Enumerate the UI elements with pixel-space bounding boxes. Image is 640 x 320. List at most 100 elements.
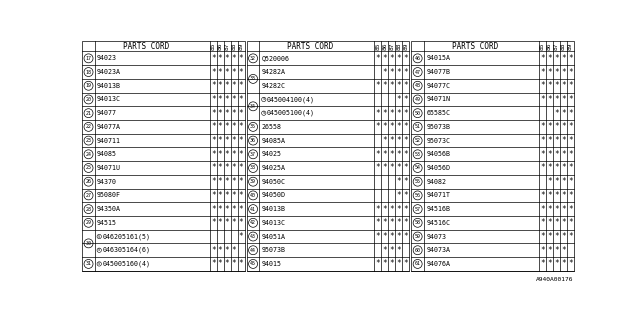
Text: *: *: [547, 164, 552, 172]
Text: *: *: [211, 122, 216, 132]
Text: 94516C: 94516C: [426, 220, 450, 226]
Text: *: *: [239, 260, 243, 268]
Text: 58: 58: [415, 220, 420, 225]
Text: 87: 87: [389, 42, 394, 50]
Text: 94056D: 94056D: [426, 165, 450, 171]
Text: 85: 85: [375, 42, 380, 50]
Text: *: *: [389, 164, 394, 172]
Text: *: *: [540, 136, 545, 145]
Text: S: S: [98, 235, 100, 238]
Text: *: *: [396, 95, 401, 104]
Text: 94015A: 94015A: [426, 55, 450, 61]
Text: *: *: [225, 109, 229, 118]
Text: 54: 54: [415, 165, 420, 171]
Text: *: *: [540, 122, 545, 132]
Text: 20: 20: [86, 97, 92, 102]
Text: *: *: [218, 81, 223, 90]
Text: *: *: [225, 95, 229, 104]
Text: *: *: [218, 136, 223, 145]
Text: 94056B: 94056B: [426, 151, 450, 157]
Text: *: *: [403, 164, 408, 172]
Text: *: *: [547, 81, 552, 90]
Text: *: *: [568, 191, 573, 200]
Text: *: *: [554, 54, 559, 63]
Text: *: *: [554, 95, 559, 104]
Text: *: *: [403, 68, 408, 76]
Text: *: *: [403, 136, 408, 145]
Text: 86: 86: [218, 42, 223, 50]
Text: *: *: [547, 232, 552, 241]
Text: *: *: [232, 95, 236, 104]
Text: 95073B: 95073B: [262, 247, 285, 253]
Text: 85: 85: [540, 42, 545, 50]
Text: *: *: [554, 232, 559, 241]
Text: *: *: [403, 95, 408, 104]
Text: *: *: [225, 218, 229, 227]
Text: *: *: [232, 260, 236, 268]
Text: 18: 18: [86, 69, 92, 75]
Text: 53: 53: [415, 152, 420, 157]
Text: 94370: 94370: [97, 179, 117, 185]
Text: *: *: [403, 54, 408, 63]
Text: 94025A: 94025A: [262, 165, 285, 171]
Text: 87: 87: [554, 42, 559, 50]
Text: *: *: [218, 191, 223, 200]
Text: *: *: [547, 246, 552, 255]
Text: *: *: [396, 136, 401, 145]
Text: *: *: [389, 260, 394, 268]
Text: *: *: [568, 122, 573, 132]
Text: 32: 32: [250, 56, 256, 61]
Text: 31: 31: [86, 261, 92, 267]
Text: 36: 36: [250, 138, 256, 143]
Text: *: *: [232, 54, 236, 63]
Text: *: *: [568, 204, 573, 214]
Text: *: *: [389, 81, 394, 90]
Text: 045005100(4): 045005100(4): [267, 110, 315, 116]
Text: 94077: 94077: [97, 110, 117, 116]
Text: 95073B: 95073B: [426, 124, 450, 130]
Text: *: *: [396, 204, 401, 214]
Text: *: *: [547, 177, 552, 186]
Text: *: *: [239, 68, 243, 76]
Text: *: *: [382, 204, 387, 214]
Text: *: *: [561, 177, 566, 186]
Text: 57: 57: [415, 207, 420, 212]
Text: *: *: [211, 204, 216, 214]
Text: *: *: [232, 136, 236, 145]
Text: S: S: [98, 248, 100, 252]
Text: 46: 46: [415, 56, 420, 61]
Text: 24: 24: [86, 152, 92, 157]
Text: *: *: [403, 81, 408, 90]
Text: 87: 87: [225, 42, 230, 50]
Text: 94051A: 94051A: [262, 234, 285, 240]
Text: 88: 88: [561, 42, 566, 50]
Text: *: *: [239, 136, 243, 145]
Text: *: *: [376, 204, 380, 214]
Text: *: *: [396, 232, 401, 241]
Text: 94013C: 94013C: [262, 220, 285, 226]
Text: 29: 29: [86, 220, 92, 225]
Text: *: *: [232, 164, 236, 172]
Text: *: *: [239, 81, 243, 90]
Text: 26558: 26558: [262, 124, 282, 130]
Text: *: *: [211, 150, 216, 159]
Text: *: *: [568, 95, 573, 104]
Text: 47: 47: [415, 69, 420, 75]
Text: *: *: [389, 232, 394, 241]
Text: *: *: [218, 109, 223, 118]
Text: *: *: [218, 177, 223, 186]
Text: *: *: [568, 164, 573, 172]
Text: *: *: [540, 246, 545, 255]
Text: *: *: [382, 109, 387, 118]
Text: *: *: [554, 177, 559, 186]
Text: *: *: [561, 68, 566, 76]
Text: 940711: 940711: [97, 138, 121, 144]
Text: 88: 88: [232, 42, 237, 50]
Text: *: *: [403, 122, 408, 132]
Text: *: *: [239, 177, 243, 186]
Text: 94085: 94085: [97, 151, 117, 157]
Text: *: *: [239, 54, 243, 63]
Text: 45: 45: [250, 261, 256, 267]
Text: 34: 34: [250, 104, 256, 109]
Text: *: *: [211, 136, 216, 145]
